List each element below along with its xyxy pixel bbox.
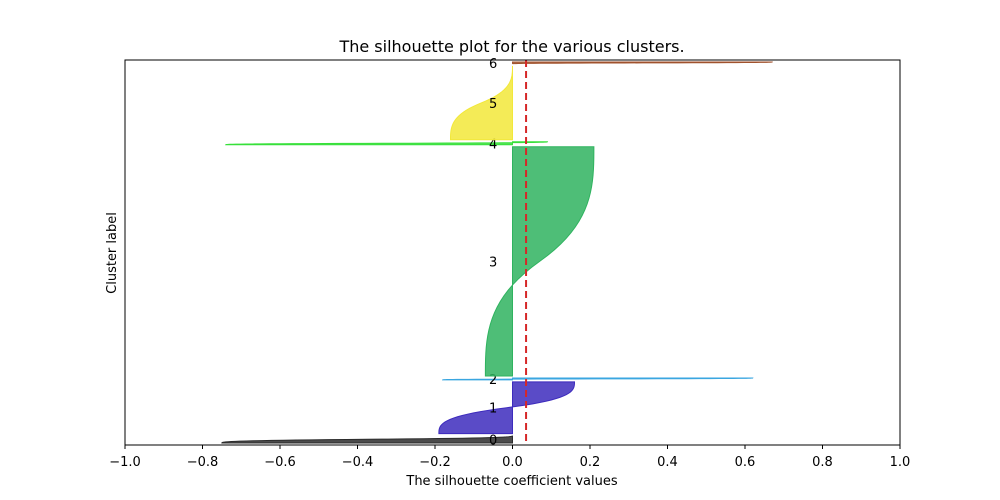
cluster-area-2 — [441, 377, 754, 381]
cluster-area-3 — [484, 146, 595, 377]
x-axis: −1.0 −0.8 −0.6 −0.4 −0.2 0.0 0.2 0.4 0.6 0.8 1.0 — [109, 445, 910, 470]
x-tick-label: −0.6 — [264, 455, 296, 470]
x-tick-label: 0.2 — [580, 455, 601, 470]
x-tick-label: 0.4 — [657, 455, 678, 470]
cluster-label-1: 1 — [489, 402, 497, 417]
x-tick-label: −0.2 — [419, 455, 451, 470]
cluster-label-4: 4 — [489, 137, 497, 152]
cluster-area-4 — [225, 141, 549, 146]
cluster-area-0 — [221, 435, 513, 444]
cluster-label-5: 5 — [489, 97, 497, 112]
x-tick-label: 0.6 — [735, 455, 756, 470]
x-tick-label: 1.0 — [890, 455, 911, 470]
x-tick-label: −0.8 — [187, 455, 219, 470]
x-tick-label: 0.0 — [502, 455, 523, 470]
y-axis-title: Cluster label — [105, 212, 120, 294]
x-tick-label: −1.0 — [109, 455, 141, 470]
plot-area: 0 1 2 3 4 5 6 — [221, 57, 773, 448]
cluster-area-5 — [450, 65, 513, 141]
cluster-label-2: 2 — [489, 373, 497, 388]
x-axis-title: The silhouette coefficient values — [405, 474, 617, 489]
x-tick-label: 0.8 — [812, 455, 833, 470]
cluster-label-0: 0 — [489, 433, 497, 448]
cluster-label-3: 3 — [489, 255, 497, 270]
chart-title: The silhouette plot for the various clus… — [338, 37, 684, 56]
cluster-area-1 — [438, 381, 576, 435]
cluster-label-6: 6 — [489, 57, 497, 72]
cluster-area-6 — [512, 61, 773, 65]
x-tick-label: −0.4 — [342, 455, 374, 470]
